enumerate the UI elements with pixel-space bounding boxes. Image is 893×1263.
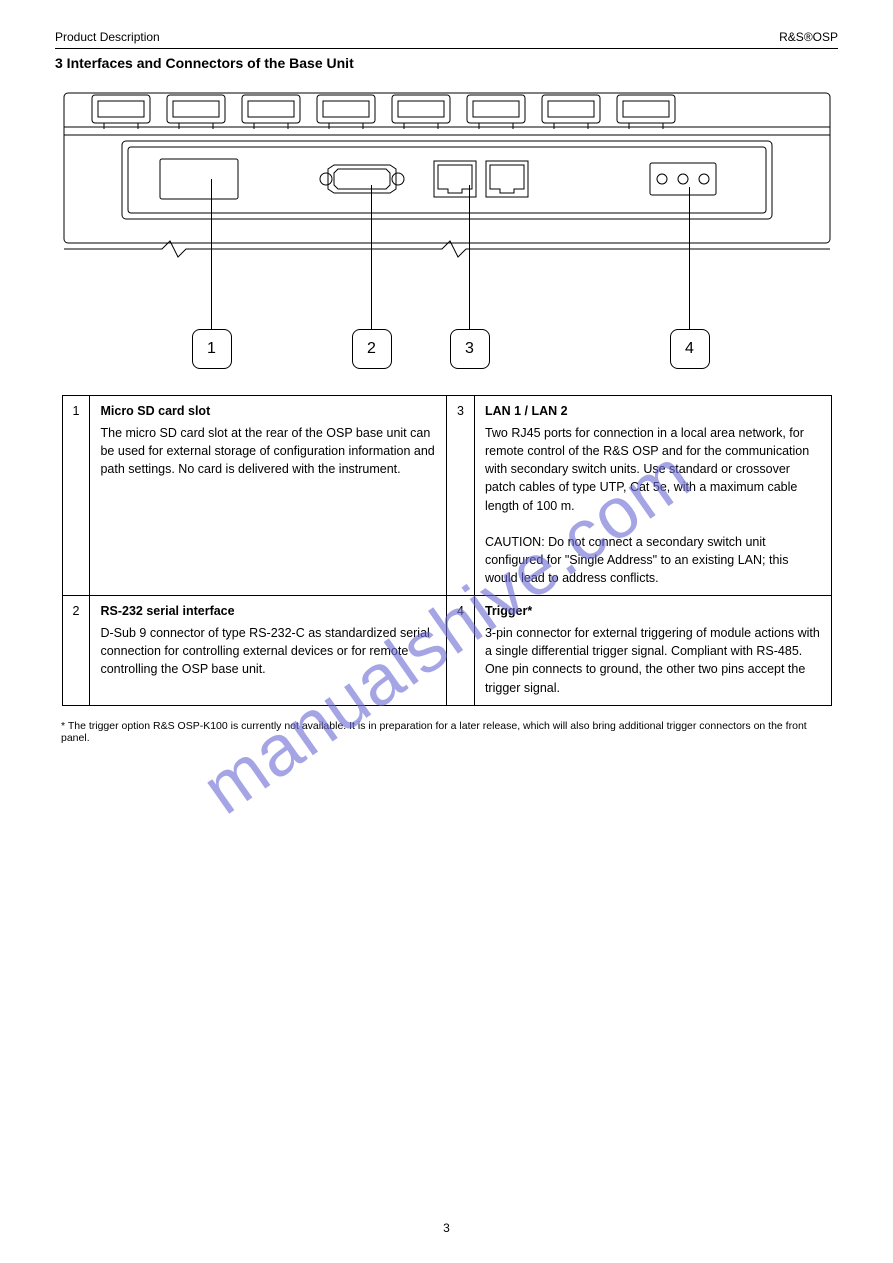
header-left: Product Description xyxy=(55,30,160,44)
section-title: 3 Interfaces and Connectors of the Base … xyxy=(55,55,838,71)
item-body: D-Sub 9 connector of type RS-232-C as st… xyxy=(100,624,435,678)
table-row: 2 RS-232 serial interface D-Sub 9 connec… xyxy=(62,596,831,706)
callout-2: 2 xyxy=(352,329,392,369)
callout-1: 1 xyxy=(192,329,232,369)
leader-1 xyxy=(211,179,212,329)
row-number: 2 xyxy=(62,596,90,706)
header-right: R&S®OSP xyxy=(779,30,838,44)
item-title: RS-232 serial interface xyxy=(100,604,435,618)
table-row: 1 Micro SD card slot The micro SD card s… xyxy=(62,396,831,596)
leader-3 xyxy=(469,185,470,329)
interfaces-table: 1 Micro SD card slot The micro SD card s… xyxy=(62,395,832,706)
page-number: 3 xyxy=(0,1221,893,1235)
item-title: Micro SD card slot xyxy=(100,404,435,418)
row-desc: Micro SD card slot The micro SD card slo… xyxy=(90,396,446,596)
header-rule xyxy=(55,48,838,49)
leader-2 xyxy=(371,185,372,329)
row-number: 3 xyxy=(446,396,474,596)
item-title: Trigger* xyxy=(485,604,821,618)
item-body: Two RJ45 ports for connection in a local… xyxy=(485,424,821,587)
row-number: 1 xyxy=(62,396,90,596)
row-number: 4 xyxy=(446,596,474,706)
row-desc: LAN 1 / LAN 2 Two RJ45 ports for connect… xyxy=(474,396,831,596)
technical-drawing-svg xyxy=(62,83,832,273)
row-desc: RS-232 serial interface D-Sub 9 connecto… xyxy=(90,596,446,706)
item-title: LAN 1 / LAN 2 xyxy=(485,404,821,418)
item-body: 3-pin connector for external triggering … xyxy=(485,624,821,697)
rear-panel-diagram: 1 2 3 4 xyxy=(62,83,832,383)
footnote: * The trigger option R&S OSP-K100 is cur… xyxy=(55,720,838,744)
callout-3: 3 xyxy=(450,329,490,369)
row-desc: Trigger* 3-pin connector for external tr… xyxy=(474,596,831,706)
item-body: The micro SD card slot at the rear of th… xyxy=(100,424,435,478)
leader-4 xyxy=(689,187,690,329)
callout-4: 4 xyxy=(670,329,710,369)
